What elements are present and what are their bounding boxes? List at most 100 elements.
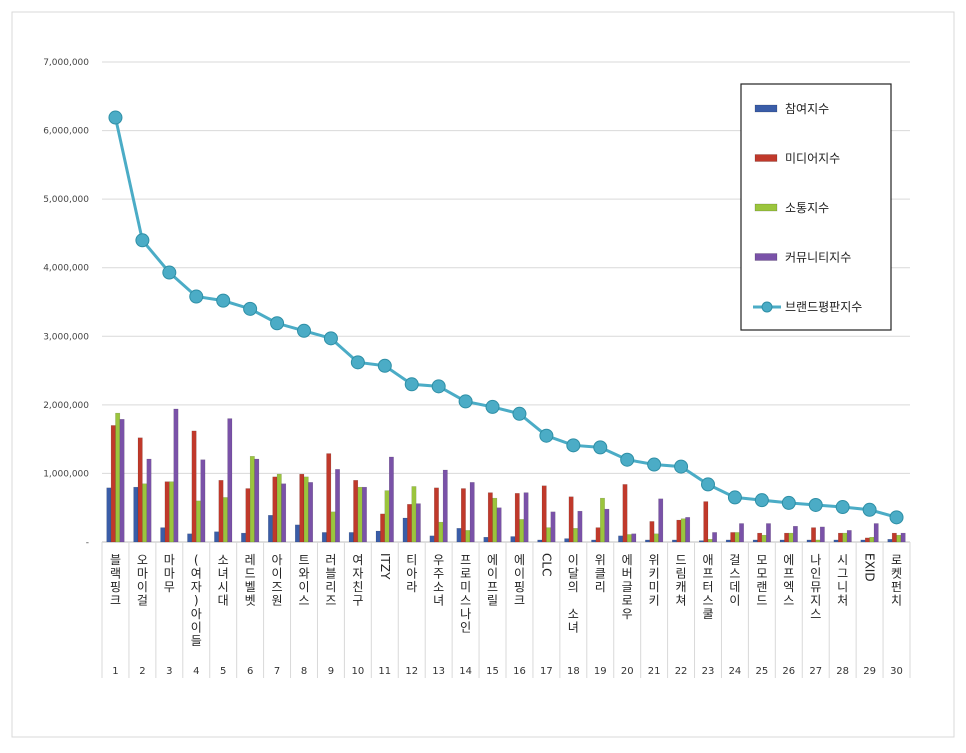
x-rank-label: 18: [567, 666, 580, 677]
x-rank-label: 16: [513, 666, 526, 677]
line-point: [189, 289, 204, 304]
x-rank-label: 2: [139, 666, 145, 677]
legend-label: 미디어지수: [785, 152, 840, 166]
bar: [766, 523, 771, 543]
x-rank-label: 28: [836, 666, 849, 677]
bar: [649, 521, 655, 543]
bar: [788, 532, 794, 543]
bar: [222, 497, 228, 543]
x-tick-label: CLC: [539, 553, 553, 576]
bar: [712, 532, 718, 543]
x-rank-label: 17: [540, 666, 553, 677]
bar: [442, 469, 448, 543]
x-rank-label: 23: [702, 666, 715, 677]
x-category-label: CLC: [539, 553, 553, 576]
y-tick-label: 3,000,000: [43, 332, 89, 342]
bar: [550, 511, 556, 543]
bar: [321, 532, 327, 543]
bar: [784, 532, 790, 543]
bar: [887, 539, 893, 543]
bar: [838, 532, 843, 543]
bar: [254, 458, 260, 543]
x-rank-label: 21: [648, 666, 661, 677]
bar: [411, 486, 417, 543]
legend-label: 브랜드평판지수: [785, 300, 862, 314]
bar: [514, 493, 520, 543]
line-point: [835, 500, 850, 515]
bar: [272, 476, 278, 543]
bar: [268, 515, 273, 543]
line-point: [647, 457, 662, 472]
line-point: [350, 355, 365, 370]
line-point: [297, 323, 311, 338]
y-tick-label: 7,000,000: [43, 58, 89, 68]
line-point: [754, 493, 769, 508]
bar: [164, 481, 170, 543]
y-tick-label: 2,000,000: [43, 401, 89, 411]
legend-label: 커뮤니티지수: [785, 251, 851, 265]
x-rank-label: 13: [432, 666, 445, 677]
bar: [438, 521, 444, 543]
bar: [496, 507, 502, 543]
bar: [622, 484, 628, 543]
bar: [276, 473, 282, 543]
bar: [106, 487, 112, 543]
x-rank-label: 8: [301, 666, 307, 677]
x-rank-label: 9: [328, 666, 334, 677]
bar: [303, 476, 309, 543]
bar: [137, 437, 143, 543]
x-rank-label: 14: [459, 666, 472, 677]
bar: [281, 483, 287, 543]
bar: [119, 419, 125, 543]
y-tick-label: -: [86, 538, 89, 548]
x-rank-label: 1: [112, 666, 118, 677]
bar: [299, 473, 305, 543]
bar: [110, 425, 116, 543]
bar: [680, 518, 686, 543]
bar: [891, 532, 897, 543]
line-point: [701, 477, 715, 492]
line-point: [727, 490, 742, 505]
bar: [734, 532, 740, 543]
x-rank-label: 5: [220, 666, 226, 677]
x-rank-label: 7: [274, 666, 280, 677]
bar: [860, 539, 866, 543]
line-point: [162, 265, 177, 280]
x-rank-label: 20: [621, 666, 634, 677]
bar: [483, 537, 489, 543]
bar: [703, 501, 709, 543]
bar: [353, 480, 359, 543]
bar: [645, 539, 650, 543]
bar: [815, 539, 821, 543]
line-point: [431, 379, 446, 394]
bar: [169, 481, 174, 543]
bar: [214, 531, 219, 543]
x-rank-label: 30: [890, 666, 903, 677]
bar: [600, 497, 605, 543]
legend-label: 소통지수: [785, 201, 829, 215]
bar: [200, 459, 206, 543]
bar: [196, 500, 201, 543]
